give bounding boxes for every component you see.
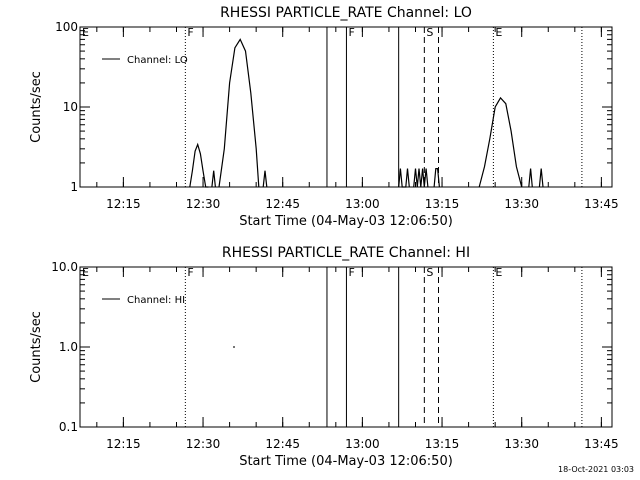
series-segment bbox=[189, 142, 209, 188]
plot-timestamp: 18-Oct-2021 03:03 bbox=[558, 465, 634, 474]
y-tick-label: 10.0 bbox=[51, 260, 78, 274]
x-tick-label: 12:30 bbox=[186, 437, 221, 451]
x-tick-label: 12:45 bbox=[265, 437, 300, 451]
x-axis-label: Start Time (04-May-03 12:06:50) bbox=[239, 214, 453, 229]
x-tick-label: 13:00 bbox=[345, 197, 380, 211]
y-tick-label: 1.0 bbox=[59, 340, 78, 354]
chart-title: RHESSI PARTICLE_RATE Channel: HI bbox=[222, 245, 470, 261]
x-tick-label: 13:00 bbox=[345, 437, 380, 451]
series-segment bbox=[398, 168, 410, 188]
x-tick-label: 13:30 bbox=[504, 197, 539, 211]
chart-title: RHESSI PARTICLE_RATE Channel: LO bbox=[220, 5, 472, 21]
flag-label: E bbox=[82, 26, 89, 39]
y-tick-label: 0.1 bbox=[59, 420, 78, 434]
x-tick-label: 12:15 bbox=[106, 197, 141, 211]
y-tick-label: 100 bbox=[55, 20, 78, 34]
series-segment bbox=[218, 38, 260, 188]
panel-1: RHESSI PARTICLE_RATE Channel: LO E F F S E 1 10… bbox=[29, 5, 619, 229]
flag-label: S bbox=[426, 266, 433, 279]
x-axis-label: Start Time (04-May-03 12:06:50) bbox=[239, 454, 453, 469]
series-segment bbox=[262, 170, 268, 188]
series-segment bbox=[478, 96, 523, 188]
flag-label: E bbox=[495, 266, 502, 279]
y-tick-label: 10 bbox=[63, 100, 78, 114]
flag-label: E bbox=[82, 266, 89, 279]
x-tick-label: 13:15 bbox=[425, 437, 460, 451]
x-tick-label: 12:15 bbox=[106, 437, 141, 451]
x-tick-label: 13:15 bbox=[425, 197, 460, 211]
y-tick-label: 1 bbox=[70, 180, 78, 194]
series-line bbox=[189, 38, 544, 188]
flag-label: F bbox=[348, 266, 354, 279]
x-tick-label: 13:30 bbox=[504, 437, 539, 451]
flag-label: E bbox=[495, 26, 502, 39]
flag-label: F bbox=[187, 26, 193, 39]
y-axis-label: Counts/sec bbox=[29, 311, 44, 383]
x-tick-label: 13:45 bbox=[584, 197, 619, 211]
x-tick-label: 12:45 bbox=[265, 197, 300, 211]
legend-label: Channel: LO bbox=[127, 55, 188, 66]
series-segment bbox=[538, 168, 544, 188]
series-segment bbox=[211, 170, 216, 188]
legend-label: Channel: HI bbox=[127, 295, 185, 306]
y-axis-label: Counts/sec bbox=[29, 71, 44, 143]
series-segment bbox=[528, 168, 533, 188]
series-segment bbox=[433, 168, 440, 188]
flag-label: F bbox=[348, 26, 354, 39]
x-tick-label: 12:30 bbox=[186, 197, 221, 211]
panel-2: RHESSI PARTICLE_RATE Channel: HI E F F S E 0.1… bbox=[29, 245, 619, 469]
series-segment bbox=[413, 168, 429, 188]
flag-label: S bbox=[426, 26, 433, 39]
flag-label: F bbox=[187, 266, 193, 279]
x-tick-label: 13:45 bbox=[584, 437, 619, 451]
